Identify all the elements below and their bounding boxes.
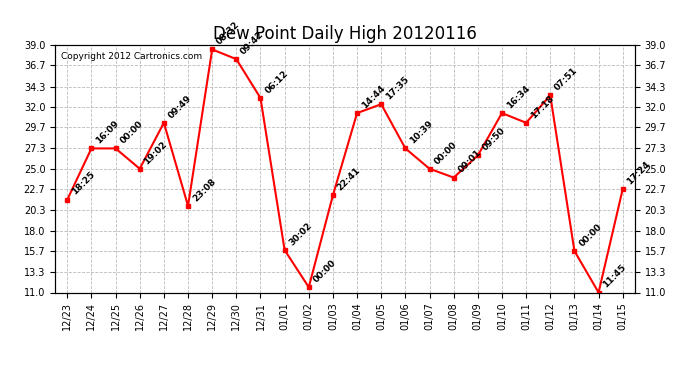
Text: 17:35: 17:35 — [384, 75, 411, 102]
Text: 16:34: 16:34 — [505, 84, 531, 110]
Text: 22:41: 22:41 — [336, 166, 362, 192]
Text: 00:00: 00:00 — [119, 119, 145, 146]
Text: 00:00: 00:00 — [433, 140, 459, 166]
Text: 00:00: 00:00 — [312, 258, 338, 284]
Text: 18:25: 18:25 — [70, 170, 97, 197]
Text: 08:32: 08:32 — [215, 20, 242, 46]
Text: Copyright 2012 Cartronics.com: Copyright 2012 Cartronics.com — [61, 53, 202, 62]
Text: 10:39: 10:39 — [408, 119, 435, 146]
Text: 11:45: 11:45 — [602, 263, 628, 290]
Text: 00:00: 00:00 — [578, 222, 604, 248]
Text: 16:09: 16:09 — [95, 119, 121, 146]
Title: Dew Point Daily High 20120116: Dew Point Daily High 20120116 — [213, 26, 477, 44]
Text: 06:12: 06:12 — [264, 69, 290, 95]
Text: 17:24: 17:24 — [626, 159, 652, 186]
Text: 14:44: 14:44 — [360, 83, 386, 110]
Text: 07:51: 07:51 — [553, 66, 580, 93]
Text: 23:08: 23:08 — [191, 177, 217, 203]
Text: 09:42: 09:42 — [239, 30, 266, 56]
Text: 09:49: 09:49 — [167, 93, 193, 120]
Text: 17:18: 17:18 — [529, 93, 555, 120]
Text: 09:50: 09:50 — [481, 126, 507, 153]
Text: 30:02: 30:02 — [288, 221, 314, 247]
Text: 09:01: 09:01 — [457, 148, 483, 175]
Text: 19:02: 19:02 — [143, 140, 169, 166]
